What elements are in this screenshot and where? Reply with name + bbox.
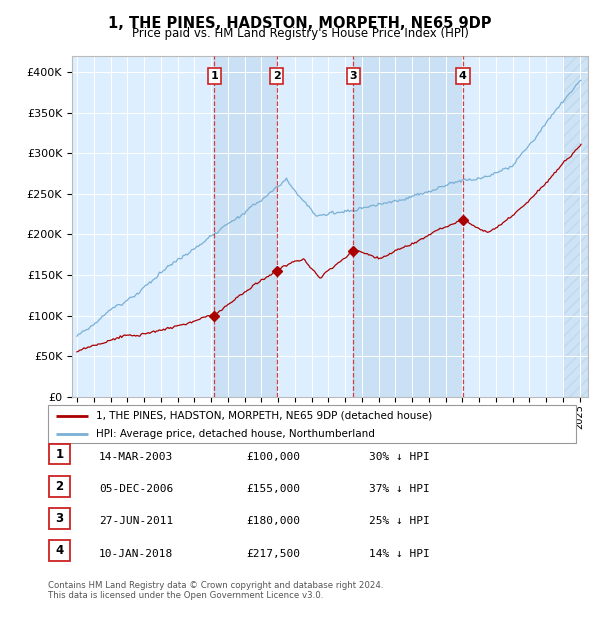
Text: 4: 4: [459, 71, 467, 81]
Text: 1: 1: [211, 71, 218, 81]
FancyBboxPatch shape: [49, 540, 70, 561]
Text: 1: 1: [55, 448, 64, 461]
Text: £155,000: £155,000: [246, 484, 300, 494]
Text: 14-MAR-2003: 14-MAR-2003: [99, 452, 173, 462]
Text: 10-JAN-2018: 10-JAN-2018: [99, 549, 173, 559]
Text: 27-JUN-2011: 27-JUN-2011: [99, 516, 173, 526]
FancyBboxPatch shape: [48, 405, 576, 443]
Text: Contains HM Land Registry data © Crown copyright and database right 2024.: Contains HM Land Registry data © Crown c…: [48, 581, 383, 590]
Text: 30% ↓ HPI: 30% ↓ HPI: [369, 452, 430, 462]
FancyBboxPatch shape: [49, 508, 70, 529]
Text: 4: 4: [55, 544, 64, 557]
Text: Price paid vs. HM Land Registry's House Price Index (HPI): Price paid vs. HM Land Registry's House …: [131, 27, 469, 40]
Bar: [353, 56, 463, 397]
FancyBboxPatch shape: [49, 476, 70, 497]
Text: £100,000: £100,000: [246, 452, 300, 462]
Text: £217,500: £217,500: [246, 549, 300, 559]
Text: 25% ↓ HPI: 25% ↓ HPI: [369, 516, 430, 526]
FancyBboxPatch shape: [49, 443, 70, 464]
Text: 3: 3: [55, 512, 64, 525]
Text: £180,000: £180,000: [246, 516, 300, 526]
Text: 2: 2: [55, 480, 64, 493]
Text: 1, THE PINES, HADSTON, MORPETH, NE65 9DP: 1, THE PINES, HADSTON, MORPETH, NE65 9DP: [108, 16, 492, 30]
Text: 14% ↓ HPI: 14% ↓ HPI: [369, 549, 430, 559]
Text: 37% ↓ HPI: 37% ↓ HPI: [369, 484, 430, 494]
Text: HPI: Average price, detached house, Northumberland: HPI: Average price, detached house, Nort…: [95, 428, 374, 439]
Text: 1, THE PINES, HADSTON, MORPETH, NE65 9DP (detached house): 1, THE PINES, HADSTON, MORPETH, NE65 9DP…: [95, 410, 432, 420]
Bar: [214, 56, 277, 397]
Text: 05-DEC-2006: 05-DEC-2006: [99, 484, 173, 494]
Text: This data is licensed under the Open Government Licence v3.0.: This data is licensed under the Open Gov…: [48, 591, 323, 600]
Text: 3: 3: [350, 71, 357, 81]
Text: 2: 2: [273, 71, 281, 81]
Bar: [563, 56, 588, 397]
